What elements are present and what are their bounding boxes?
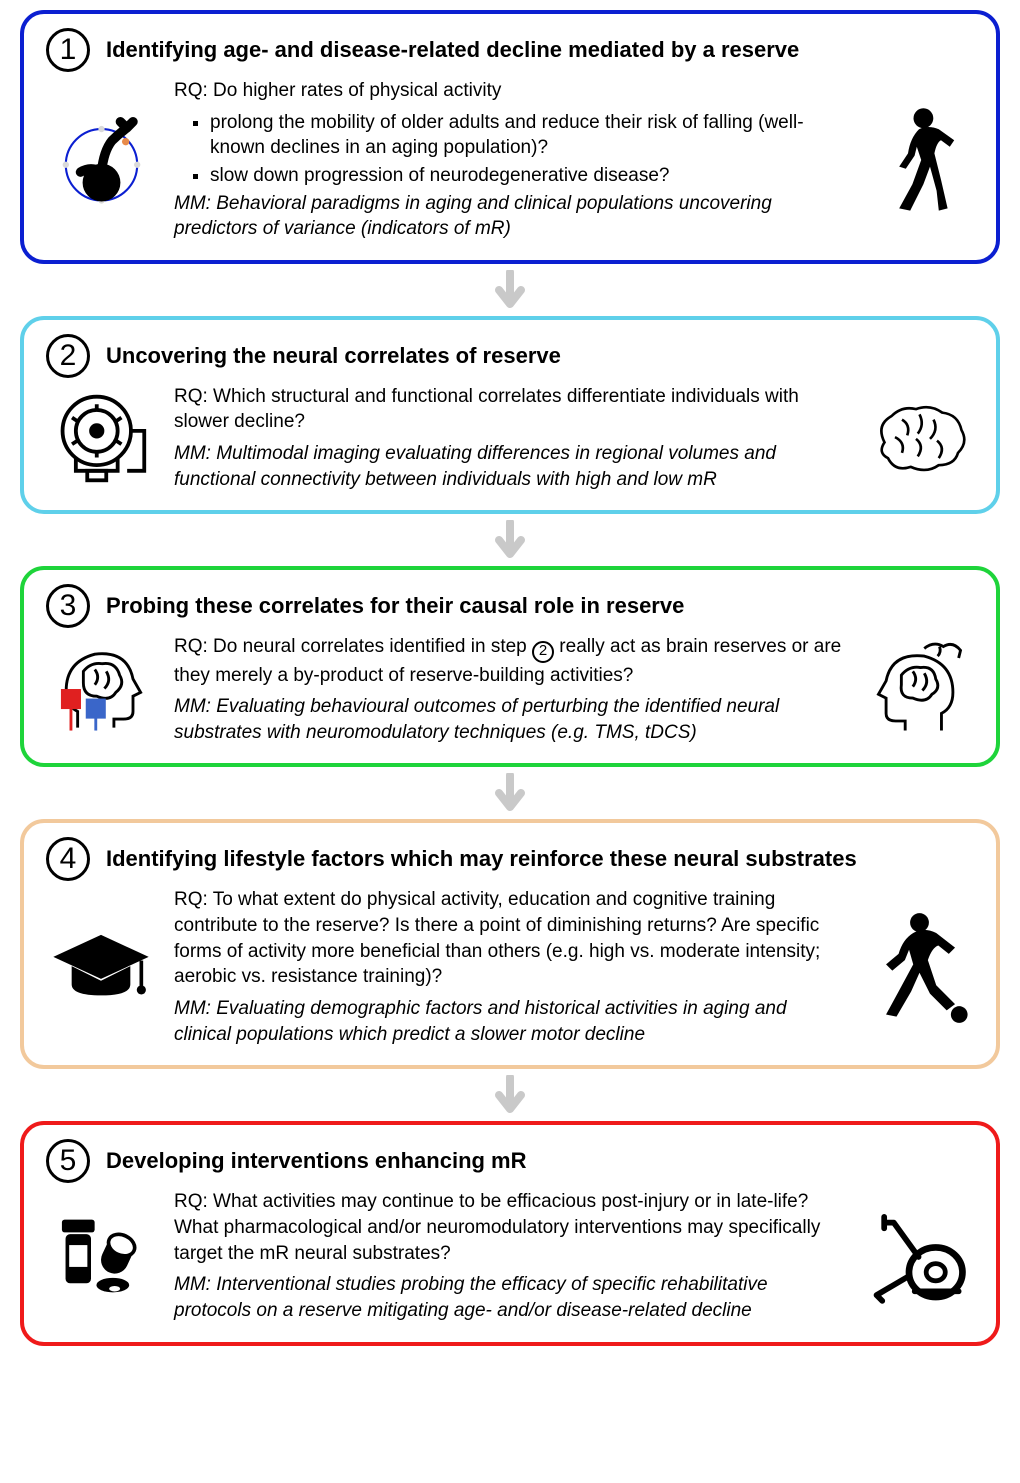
mm-text: MM: Multimodal imaging evaluating differ… [174, 441, 846, 492]
mm-text: MM: Evaluating demographic factors and h… [174, 996, 846, 1047]
rq-bullet: prolong the mobility of older adults and… [210, 110, 846, 161]
tdcs-head-icon [46, 637, 156, 742]
step-card-3: 3 Probing these correlates for their cau… [20, 566, 1000, 767]
step-card-1: 1 Identifying age- and disease-related d… [20, 10, 1000, 264]
flowchart-container: 1 Identifying age- and disease-related d… [20, 10, 1000, 1346]
step-card-5: 5 Developing interventions enhancing mR … [20, 1121, 1000, 1345]
rq-intro: RQ: Do higher rates of physical activity [174, 78, 846, 104]
rq-text: RQ: Which structural and functional corr… [174, 384, 846, 435]
rq-text: RQ: What activities may continue to be e… [174, 1189, 846, 1266]
step-title: Probing these correlates for their causa… [106, 593, 684, 619]
rq-bullet-list: prolong the mobility of older adults and… [210, 110, 846, 189]
walking-icon [864, 105, 974, 215]
step-card-2: 2 Uncovering the neural correlates of re… [20, 316, 1000, 515]
step-number: 4 [46, 837, 90, 881]
rq-text: RQ: To what extent do physical activity,… [174, 887, 846, 990]
elliptical-machine-icon [864, 1201, 974, 1311]
step-title: Developing interventions enhancing mR [106, 1148, 527, 1174]
soccer-player-icon [864, 910, 974, 1025]
flow-arrow [493, 1075, 527, 1115]
step-number: 3 [46, 584, 90, 628]
tms-head-icon [864, 637, 974, 742]
step-number: 1 [46, 28, 90, 72]
step-number: 5 [46, 1139, 90, 1183]
step-card-4: 4 Identifying lifestyle factors which ma… [20, 819, 1000, 1069]
rq-text: RQ: Do neural correlates identified in s… [174, 634, 846, 688]
brain-icon [864, 393, 974, 483]
flow-arrow [493, 773, 527, 813]
overhead-reach-icon [46, 107, 156, 212]
rq-bullet: slow down progression of neurodegenerati… [210, 163, 846, 189]
mm-text: MM: Behavioral paradigms in aging and cl… [174, 191, 846, 242]
step-title: Identifying age- and disease-related dec… [106, 37, 799, 63]
graduation-cap-icon [46, 922, 156, 1012]
step-title: Identifying lifestyle factors which may … [106, 846, 857, 872]
mri-scanner-icon [46, 391, 156, 486]
mm-text: MM: Interventional studies probing the e… [174, 1272, 846, 1323]
flow-arrow [493, 520, 527, 560]
flow-arrow [493, 270, 527, 310]
step-title: Uncovering the neural correlates of rese… [106, 343, 561, 369]
step-number: 2 [46, 334, 90, 378]
step-ref-badge: 2 [532, 641, 554, 663]
medication-icon [46, 1206, 156, 1306]
mm-text: MM: Evaluating behavioural outcomes of p… [174, 694, 846, 745]
